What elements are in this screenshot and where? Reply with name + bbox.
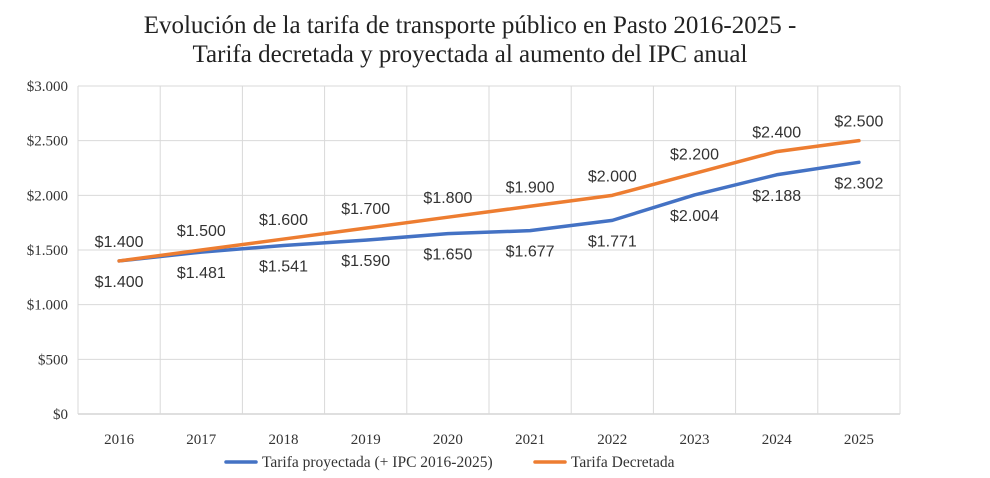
x-tick-label: 2024 <box>762 432 793 448</box>
data-label-projected: $1.481 <box>177 265 226 282</box>
data-label-decreed: $1.600 <box>259 212 308 229</box>
legend: Tarifa proyectada (+ IPC 2016-2025) Tarif… <box>224 454 675 471</box>
x-tick-label: 2017 <box>186 432 217 448</box>
data-label-projected: $2.004 <box>670 208 719 225</box>
legend-label: Tarifa proyectada (+ IPC 2016-2025) <box>262 454 493 471</box>
series-line-projected <box>117 160 861 263</box>
data-label-decreed: $1.900 <box>506 179 555 196</box>
chart-subtitle: Tarifa decretada y proyectada al aumento… <box>193 41 748 68</box>
data-label-decreed: $1.400 <box>95 234 144 251</box>
data-label-projected: $1.771 <box>588 233 637 250</box>
data-label-decreed: $2.200 <box>670 146 719 163</box>
series-line-decreed <box>117 138 861 263</box>
y-tick-label: $0 <box>53 407 68 423</box>
y-tick-label: $500 <box>38 352 68 368</box>
x-tick-label: 2018 <box>269 432 299 448</box>
data-label-projected: $2.188 <box>752 188 801 205</box>
data-labels: $1.400 $1.481 $1.541 $1.590 $1.650 $1.677 $1.7… <box>95 114 884 291</box>
x-tick-label: 2020 <box>433 432 463 448</box>
x-tick-label: 2022 <box>597 432 627 448</box>
data-label-projected: $1.541 <box>259 259 308 276</box>
legend-label: Tarifa Decretada <box>571 454 675 471</box>
data-label-projected: $1.400 <box>95 274 144 291</box>
y-tick-label: $1.000 <box>27 298 68 314</box>
data-label-decreed: $1.500 <box>177 223 226 240</box>
data-label-decreed: $1.800 <box>423 190 472 207</box>
series-lines <box>117 138 861 263</box>
y-tick-label: $1.500 <box>27 243 68 259</box>
data-label-projected: $2.302 <box>834 175 883 192</box>
x-tick-label: 2021 <box>515 432 545 448</box>
data-label-decreed: $2.400 <box>752 125 801 142</box>
y-axis-ticks: $0 $500 $1.000 $1.500 $2.000 $2.500 $3.000 <box>27 79 68 423</box>
data-label-projected: $1.677 <box>506 244 555 261</box>
x-axis-ticks: 2016 2017 2018 2019 2020 2021 2022 2023 2024 2025 <box>104 432 874 448</box>
data-label-decreed: $1.700 <box>341 201 390 218</box>
x-tick-label: 2019 <box>351 432 381 448</box>
data-label-projected: $1.650 <box>423 247 472 264</box>
chart-title: Evolución de la tarifa de transporte púb… <box>144 12 797 39</box>
y-tick-label: $3.000 <box>27 79 68 95</box>
y-tick-label: $2.000 <box>27 188 68 204</box>
y-tick-label: $2.500 <box>27 134 68 150</box>
x-tick-label: 2016 <box>104 432 135 448</box>
data-label-projected: $1.590 <box>341 253 390 270</box>
x-tick-label: 2025 <box>844 432 874 448</box>
data-label-decreed: $2.000 <box>588 168 637 185</box>
x-tick-label: 2023 <box>680 432 710 448</box>
grid <box>77 85 901 415</box>
data-label-decreed: $2.500 <box>834 114 883 131</box>
